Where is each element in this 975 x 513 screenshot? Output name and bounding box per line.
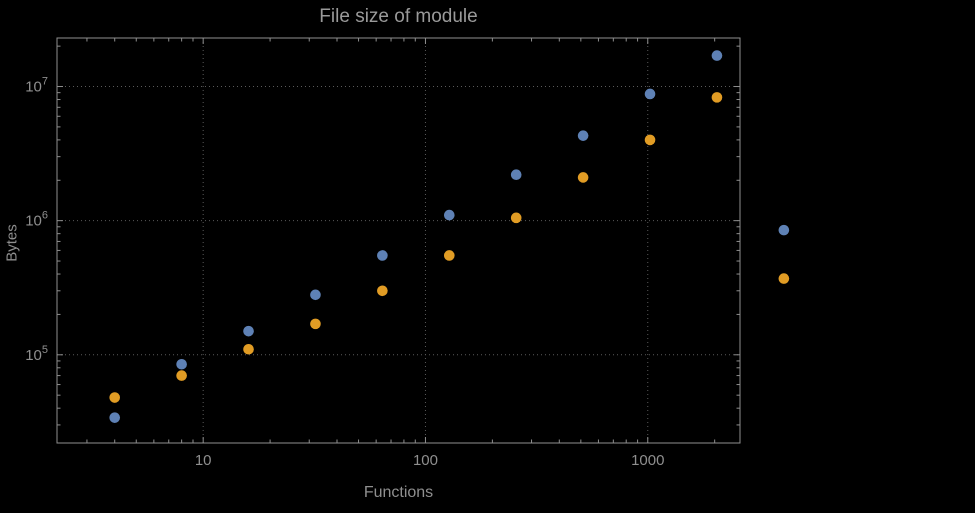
x-tick-label: 10: [195, 452, 212, 469]
data-point-series-2-orange: [310, 318, 321, 330]
data-point-series-2-orange: [443, 250, 455, 261]
data-point-series-1-blue: [577, 130, 589, 141]
data-point-series-1-blue: [377, 250, 388, 261]
data-point-series-2-orange: [778, 273, 790, 284]
data-point-series-2-orange: [510, 212, 522, 224]
data-point-series-2-orange: [109, 392, 121, 403]
y-tick-label: 105: [25, 344, 48, 364]
data-point-series-1-blue: [243, 325, 254, 337]
data-point-series-2-orange: [711, 92, 723, 103]
data-point-series-2-orange: [176, 370, 187, 381]
x-axis-label: Functions: [363, 484, 434, 501]
x-tick-label: 100: [413, 452, 438, 469]
chart-title: File size of module: [319, 6, 478, 27]
data-point-series-1-blue: [310, 289, 321, 301]
y-tick-label: 106: [25, 210, 48, 230]
data-point-series-1-blue: [778, 224, 790, 236]
plot-frame: [56, 37, 741, 444]
data-point-series-2-orange: [377, 285, 388, 297]
data-point-series-1-blue: [176, 358, 187, 370]
data-point-series-1-blue: [510, 169, 522, 181]
data-point-series-2-orange: [644, 134, 656, 146]
data-point-series-1-blue: [109, 412, 121, 423]
data-point-series-1-blue: [644, 88, 656, 100]
data-point-series-1-blue: [711, 50, 723, 61]
data-point-series-2-orange: [243, 343, 254, 355]
y-tick-label: 107: [25, 76, 48, 96]
x-tick-label: 1000: [631, 452, 664, 469]
data-point-series-2-orange: [577, 172, 589, 183]
data-point-series-1-blue: [443, 209, 455, 221]
